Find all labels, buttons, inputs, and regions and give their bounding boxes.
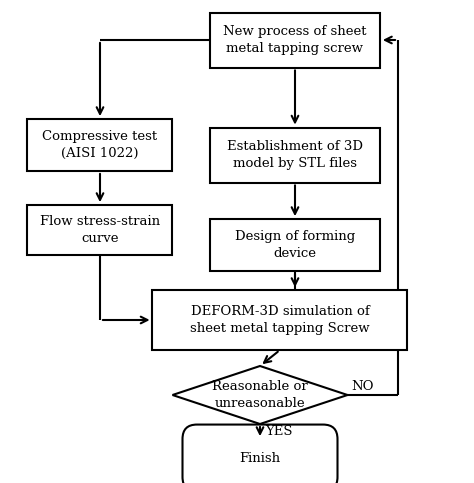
FancyBboxPatch shape [182,425,337,483]
FancyBboxPatch shape [210,13,380,68]
Text: Compressive test
(AISI 1022): Compressive test (AISI 1022) [43,130,157,160]
Text: Finish: Finish [239,452,281,465]
Text: DEFORM-3D simulation of
sheet metal tapping Screw: DEFORM-3D simulation of sheet metal tapp… [190,305,370,335]
Text: New process of sheet
metal tapping screw: New process of sheet metal tapping screw [223,25,367,55]
Text: NO: NO [352,381,374,394]
FancyBboxPatch shape [27,119,173,171]
Text: Flow stress-strain
curve: Flow stress-strain curve [40,215,160,245]
FancyBboxPatch shape [210,128,380,183]
Text: Establishment of 3D
model by STL files: Establishment of 3D model by STL files [227,140,363,170]
Text: Design of forming
device: Design of forming device [235,230,355,260]
FancyBboxPatch shape [153,290,408,350]
Text: YES: YES [265,425,292,438]
Polygon shape [173,366,347,424]
FancyBboxPatch shape [210,219,380,271]
FancyBboxPatch shape [27,205,173,255]
Text: Reasonable or
unreasonable: Reasonable or unreasonable [212,380,308,410]
